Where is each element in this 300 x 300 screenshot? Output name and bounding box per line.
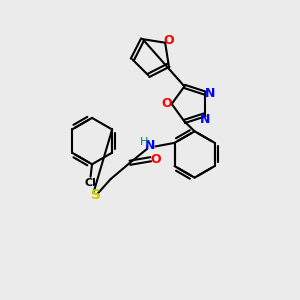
Text: S: S	[91, 188, 101, 203]
Text: O: O	[150, 153, 161, 166]
Text: N: N	[200, 113, 210, 126]
Text: Cl: Cl	[85, 178, 97, 188]
Text: O: O	[164, 34, 174, 47]
Text: N: N	[145, 139, 155, 152]
Text: N: N	[205, 87, 215, 100]
Text: H: H	[140, 137, 148, 147]
Text: O: O	[161, 98, 172, 110]
